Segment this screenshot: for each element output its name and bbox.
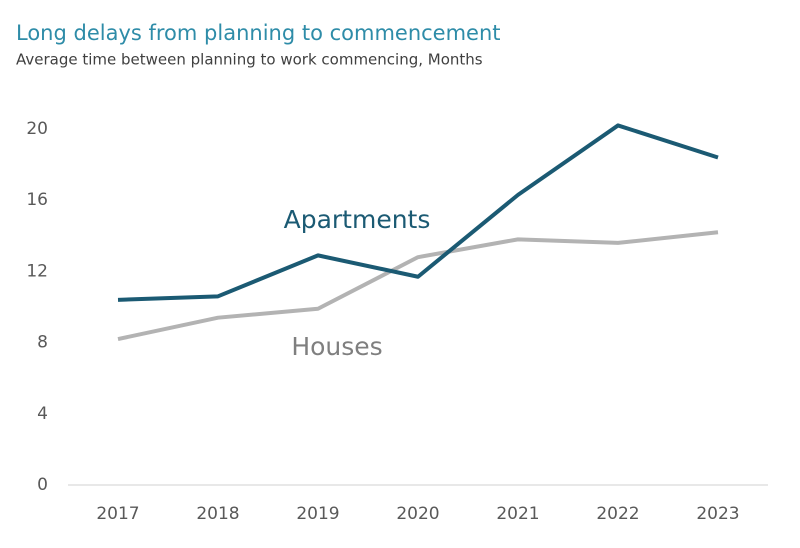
line-series (117, 123, 719, 302)
line-series (117, 230, 719, 341)
y-tick-label: 16 (26, 190, 48, 210)
x-tick-label: 2022 (596, 504, 639, 524)
x-tick-label: 2023 (696, 504, 739, 524)
x-tick-label: 2021 (496, 504, 539, 524)
x-tick-label: 2020 (396, 504, 439, 524)
y-tick-label: 8 (37, 333, 48, 353)
y-tick-label: 20 (26, 119, 48, 139)
x-tick-label: 2017 (96, 504, 139, 524)
x-tick-label: 2018 (196, 504, 239, 524)
y-tick-label: 12 (26, 261, 48, 281)
chart-title: Long delays from planning to commencemen… (16, 21, 501, 45)
y-tick-label: 4 (37, 404, 48, 424)
series-label: Apartments (284, 205, 431, 234)
chart-subtitle: Average time between planning to work co… (16, 51, 483, 69)
x-tick-label: 2019 (296, 504, 339, 524)
y-tick-label: 0 (37, 475, 48, 495)
series-label: Houses (291, 332, 382, 361)
